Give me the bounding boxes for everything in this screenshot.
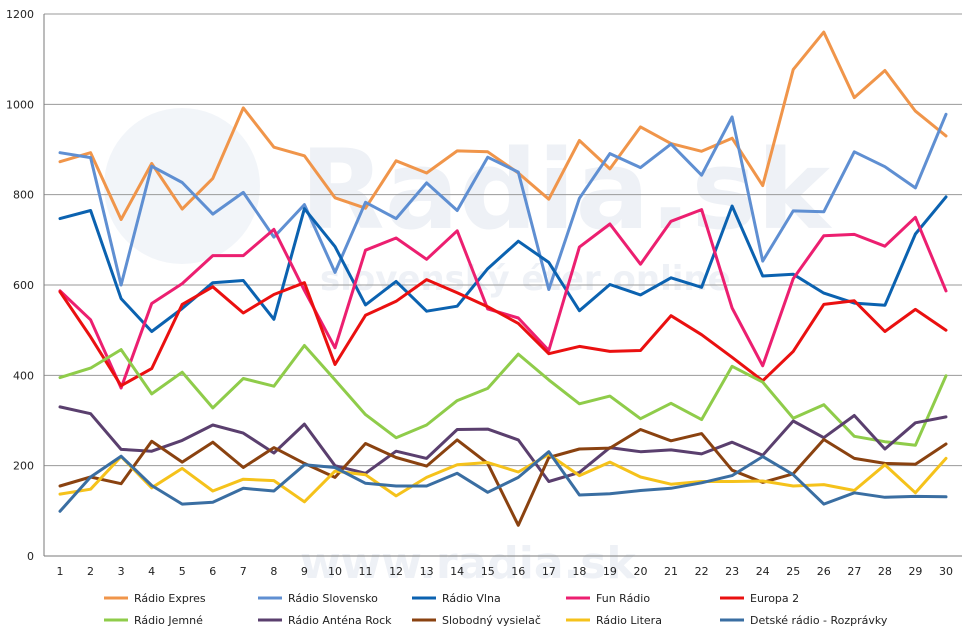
series-line-3: [58, 195, 948, 333]
x-tick-label: 10: [328, 565, 342, 578]
series-line-2: [58, 112, 948, 291]
watermark: Radia.sk slovenský éter online www.radia…: [104, 108, 833, 589]
legend-item: Rádio Litera: [566, 614, 662, 627]
x-tick-label: 12: [389, 565, 403, 578]
x-tick-label: 20: [633, 565, 647, 578]
y-tick-label: 200: [13, 460, 34, 473]
x-tick-label: 26: [817, 565, 831, 578]
x-tick-label: 6: [209, 565, 216, 578]
y-tick-label: 0: [27, 550, 34, 563]
y-tick-label: 800: [13, 189, 34, 202]
x-tick-label: 24: [756, 565, 770, 578]
y-tick-label: 400: [13, 369, 34, 382]
legend-label: Detské rádio - Rozprávky: [750, 614, 888, 627]
y-tick-label: 1200: [6, 8, 34, 21]
x-tick-label: 30: [939, 565, 953, 578]
legend-label: Rádio Expres: [134, 592, 206, 605]
legend-item: Europa 2: [720, 592, 799, 605]
series-lines: [58, 30, 948, 527]
legend-label: Fun Rádio: [596, 592, 650, 605]
x-tick-label: 14: [450, 565, 464, 578]
x-tick-label: 5: [179, 565, 186, 578]
legend-label: Rádio Jemné: [134, 614, 203, 627]
watermark-tagline: slovenský éter online: [320, 259, 731, 299]
series-line-10: [58, 450, 948, 513]
legend-label: Rádio Anténa Rock: [288, 614, 392, 627]
x-tick-label: 11: [359, 565, 373, 578]
legend-item: Detské rádio - Rozprávky: [720, 614, 888, 627]
x-tick-label: 17: [542, 565, 556, 578]
legend-item: Fun Rádio: [566, 592, 650, 605]
legend-label: Rádio Litera: [596, 614, 662, 627]
legend-item: Slobodný vysielač: [412, 614, 541, 627]
legend-item: Rádio Vlna: [412, 592, 501, 605]
x-tick-label: 2: [87, 565, 94, 578]
series-line-8: [58, 428, 948, 527]
x-tick-label: 22: [695, 565, 709, 578]
x-tick-label: 16: [511, 565, 525, 578]
x-tick-label: 1: [57, 565, 64, 578]
x-tick-label: 27: [847, 565, 861, 578]
x-tick-label: 8: [270, 565, 277, 578]
x-tick-label: 25: [786, 565, 800, 578]
legend-label: Slobodný vysielač: [442, 614, 541, 627]
legend-item: Rádio Anténa Rock: [258, 614, 392, 627]
series-line-5: [58, 278, 948, 388]
legend-item: Rádio Jemné: [104, 614, 203, 627]
legend-item: Rádio Slovensko: [258, 592, 378, 605]
y-tick-label: 1000: [6, 98, 34, 111]
watermark-bottom-text: www.radia.sk: [300, 538, 637, 589]
x-tick-label: 7: [240, 565, 247, 578]
x-tick-label: 13: [420, 565, 434, 578]
legend-label: Rádio Slovensko: [288, 592, 378, 605]
legend-label: Europa 2: [750, 592, 799, 605]
x-tick-label: 21: [664, 565, 678, 578]
legend-label: Rádio Vlna: [442, 592, 501, 605]
x-tick-label: 15: [481, 565, 495, 578]
x-tick-label: 19: [603, 565, 617, 578]
x-tick-label: 29: [908, 565, 922, 578]
y-tick-label: 600: [13, 279, 34, 292]
x-tick-label: 3: [118, 565, 125, 578]
legend-item: Rádio Expres: [104, 592, 206, 605]
x-tick-label: 28: [878, 565, 892, 578]
series-line-7: [58, 405, 948, 483]
watermark-logo-circle: [104, 108, 260, 264]
x-tick-label: 4: [148, 565, 155, 578]
series-line-1: [58, 30, 948, 221]
x-tick-label: 9: [301, 565, 308, 578]
legend: Rádio Expres Rádio Slovensko Rádio Vlna Fun…: [104, 592, 888, 627]
x-tick-label: 18: [572, 565, 586, 578]
series-line-6: [58, 344, 948, 447]
series-line-9: [58, 452, 948, 504]
x-tick-label: 23: [725, 565, 739, 578]
